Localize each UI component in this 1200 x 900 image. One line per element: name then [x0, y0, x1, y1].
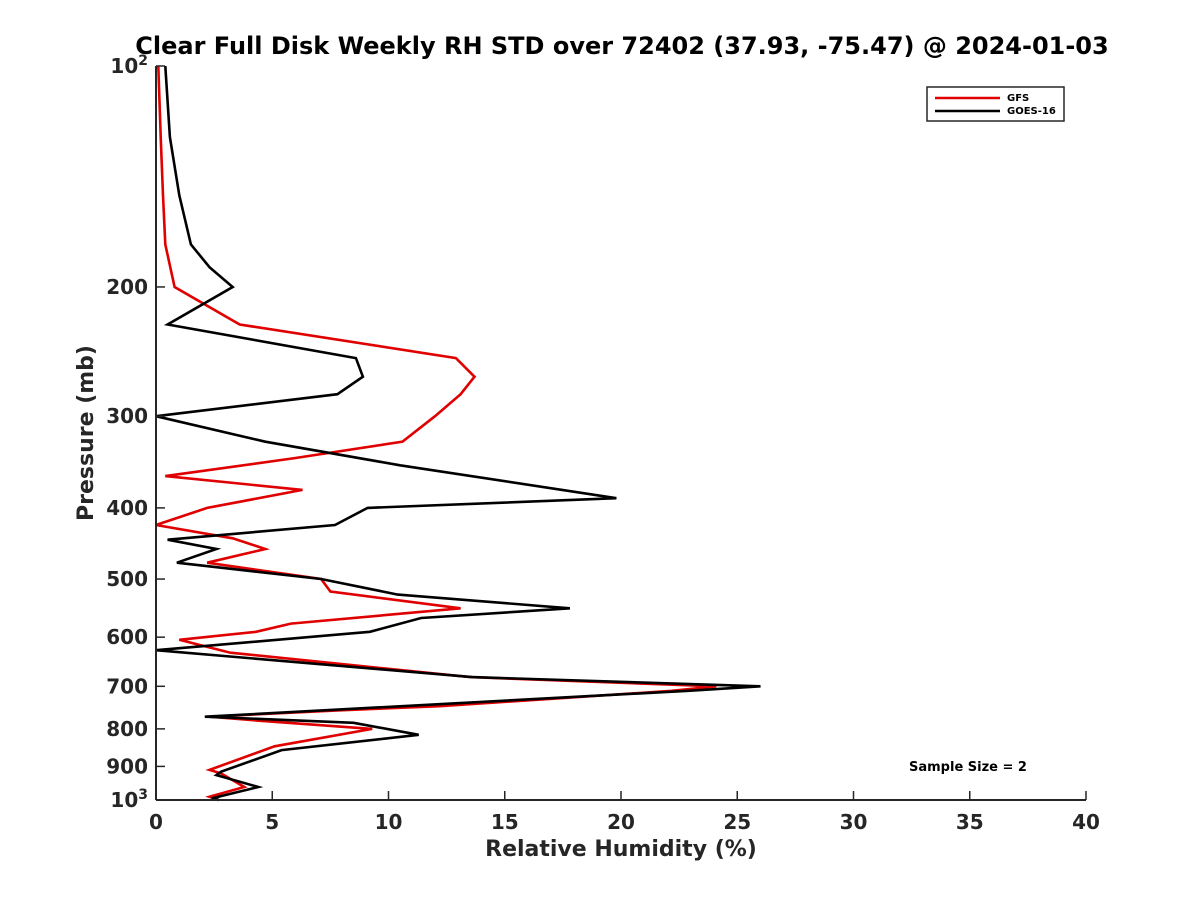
y-tick-label: 300: [106, 404, 148, 428]
x-tick-label: 40: [1072, 810, 1100, 834]
x-ticks: 0 5 10 15 20 25 30 35 40: [149, 791, 1100, 834]
y-tick-label: 400: [106, 496, 148, 520]
legend-label-goes16: GOES-16: [1007, 106, 1056, 117]
x-tick-label: 0: [149, 810, 163, 834]
y-tick-label: 102: [110, 53, 148, 78]
y-axis-label: Pressure (mb): [74, 345, 99, 521]
series-line-gfs: [155, 65, 717, 802]
y-tick-label: 103: [110, 787, 148, 812]
x-tick-label: 5: [265, 810, 279, 834]
x-tick-label: 25: [723, 810, 751, 834]
legend: GFS GOES-16: [926, 86, 1065, 122]
y-tick-label: 200: [106, 275, 148, 299]
y-ticks: 102 200 300 400 500 600 700 800 900 103: [106, 53, 165, 812]
y-tick-label: 500: [106, 567, 148, 591]
x-axis-label: Relative Humidity (%): [485, 837, 757, 862]
legend-label-gfs: GFS: [1007, 93, 1029, 104]
y-tick-label: 800: [106, 717, 148, 741]
sample-size-annotation: Sample Size = 2: [909, 760, 1027, 775]
series-layer: [155, 65, 761, 802]
axes: [155, 66, 1086, 801]
chart-title: Clear Full Disk Weekly RH STD over 72402…: [135, 32, 1108, 60]
x-tick-label: 15: [491, 810, 519, 834]
y-tick-label: 700: [106, 674, 148, 698]
y-tick-label: 900: [106, 754, 148, 778]
x-tick-label: 30: [840, 810, 868, 834]
x-tick-label: 10: [375, 810, 403, 834]
x-tick-label: 35: [956, 810, 984, 834]
series-line-goes16: [155, 65, 761, 802]
x-tick-label: 20: [607, 810, 635, 834]
y-tick-label: 600: [106, 625, 148, 649]
legend-box: [926, 86, 1065, 122]
